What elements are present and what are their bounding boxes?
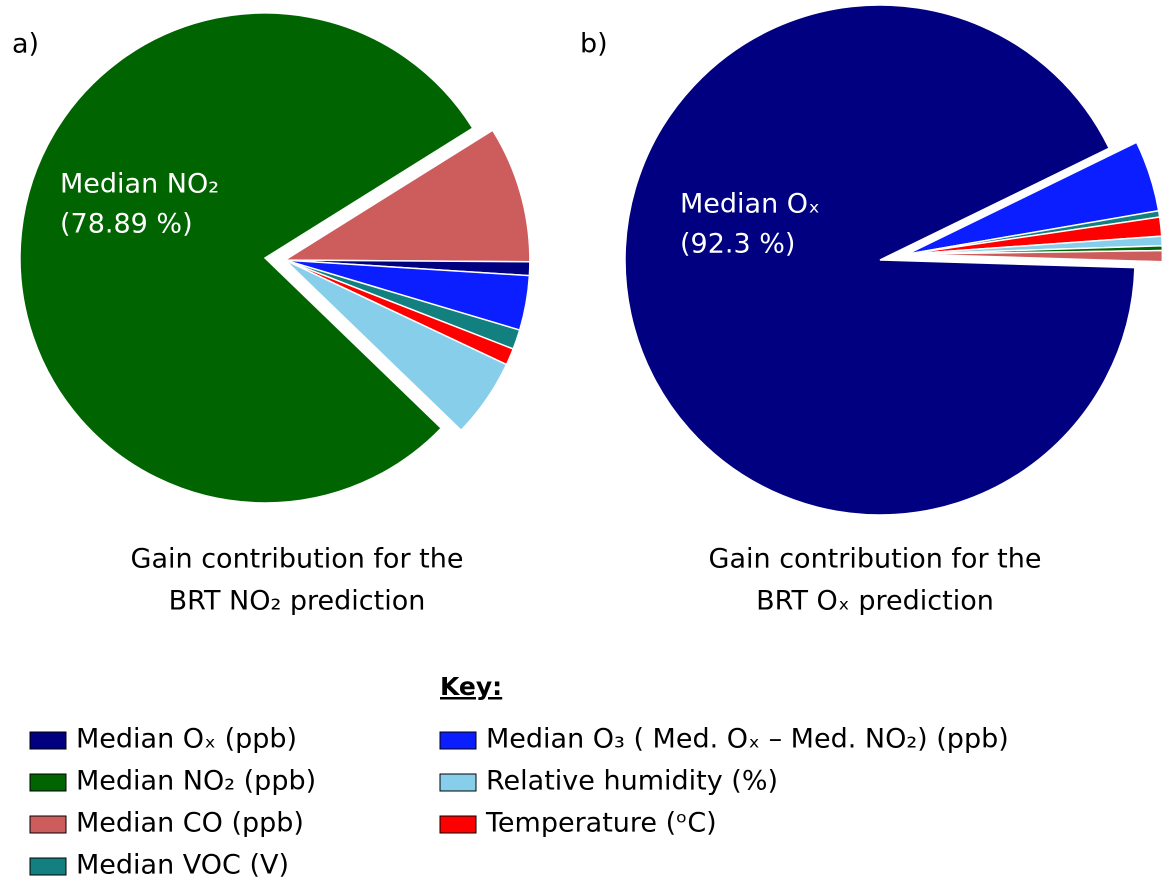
panel-label: b) <box>580 29 608 60</box>
pie-slice <box>284 259 508 432</box>
legend-swatch <box>439 773 477 792</box>
legend-label: Median Oₓ (ppb) <box>76 724 297 755</box>
legend-swatch <box>29 857 67 876</box>
legend-title: Key: <box>440 672 502 701</box>
pie-slice <box>907 249 1164 263</box>
chart-title: BRT NO₂ prediction <box>169 586 426 617</box>
legend-label: Median VOC (V) <box>76 850 289 881</box>
value-label: (78.89 %) <box>60 209 193 240</box>
legend-label: Median CO (ppb) <box>76 808 304 839</box>
chart-title: Gain contribution for the <box>709 544 1042 575</box>
legend-swatch <box>29 815 67 834</box>
slice-label: Median NO₂ <box>60 169 219 200</box>
chart-title: BRT Oₓ prediction <box>756 586 994 617</box>
legend-swatch <box>29 731 67 750</box>
legend-swatch <box>439 731 477 750</box>
pie-slice <box>624 4 1136 516</box>
legend-label: Median NO₂ (ppb) <box>76 766 316 797</box>
pie-slice <box>282 129 531 263</box>
panel-label: a) <box>12 29 39 60</box>
chart-title: Gain contribution for the <box>131 544 464 575</box>
pie-slice <box>19 12 474 504</box>
legend-label: Relative humidity (%) <box>486 766 778 797</box>
slice-label: Median Oₓ <box>680 189 820 220</box>
value-label: (92.3 %) <box>680 229 795 260</box>
legend-label: Median O₃ ( Med. Oₓ – Med. NO₂) (ppb) <box>486 724 1009 755</box>
legend-label: Temperature (ᵒC) <box>485 808 717 839</box>
legend-swatch <box>439 815 477 834</box>
legend-swatch <box>29 773 67 792</box>
